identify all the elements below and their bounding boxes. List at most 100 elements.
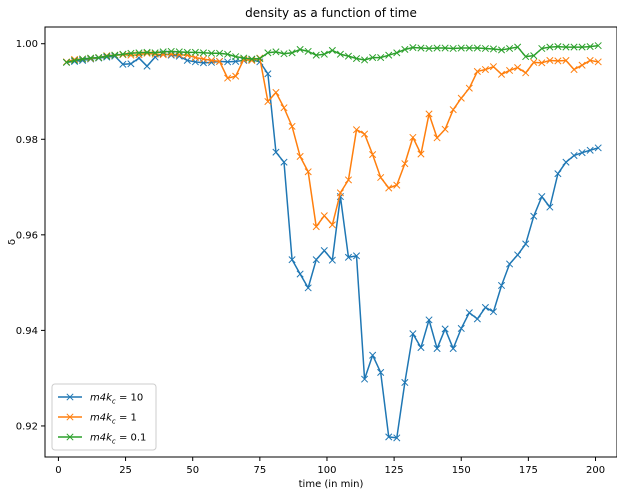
y-axis-label: δ (7, 239, 18, 245)
data-point-marker (199, 49, 207, 57)
data-point-marker (401, 45, 409, 54)
data-point-marker (119, 60, 127, 68)
data-point-marker (425, 110, 433, 118)
data-point-marker (296, 152, 304, 161)
data-point-marker (111, 51, 119, 59)
data-point-marker (361, 56, 369, 64)
data-point-marker (127, 60, 135, 68)
data-point-marker (369, 351, 377, 359)
data-point-marker (433, 344, 441, 353)
data-point-marker (361, 375, 369, 383)
data-point-marker (586, 43, 594, 51)
data-point-marker (280, 104, 288, 112)
data-point-marker (119, 50, 127, 58)
data-point-marker (385, 184, 393, 192)
data-point-marker (457, 44, 465, 52)
y-tick-label: 0.98 (16, 135, 38, 146)
legend-entry: m4kc = 10 (58, 393, 143, 406)
data-point-marker (280, 158, 288, 166)
data-point-marker (506, 66, 514, 75)
data-point-marker (497, 46, 506, 54)
data-point-marker (207, 49, 216, 57)
data-point-marker (304, 168, 312, 176)
data-point-marker (401, 160, 409, 168)
data-point-marker (264, 49, 272, 57)
x-tick-label: 50 (186, 465, 199, 476)
data-point-marker (312, 256, 320, 264)
x-tick-label: 0 (55, 465, 61, 476)
data-point-marker (578, 43, 586, 51)
data-point-marker (570, 151, 578, 160)
data-point-marker (191, 48, 199, 56)
data-point-marker (151, 49, 159, 57)
data-point-marker (506, 44, 514, 53)
data-point-marker (175, 48, 183, 56)
data-point-marker (489, 63, 498, 71)
data-point-marker (530, 52, 538, 60)
data-point-marker (481, 65, 489, 74)
chart-title: density as a function of time (245, 6, 417, 20)
data-point-marker (522, 240, 530, 248)
y-tick-label: 0.96 (16, 230, 38, 241)
y-tick-label: 1.00 (16, 39, 38, 50)
x-tick-label: 75 (253, 465, 266, 476)
data-point-marker (449, 106, 457, 114)
x-axis: 0 25 50 75 100 125 150 175 200 (55, 457, 605, 476)
data-point-marker (344, 253, 353, 261)
data-point-marker (143, 48, 151, 56)
data-point-marker (497, 281, 506, 290)
data-point-marker (433, 134, 441, 142)
data-point-marker (457, 324, 465, 333)
data-point-marker (312, 51, 320, 59)
data-point-marker (514, 251, 522, 259)
data-point-marker (288, 49, 296, 57)
data-point-marker (369, 54, 377, 62)
data-point-marker (481, 303, 489, 312)
data-point-marker (441, 125, 449, 133)
data-point-marker (506, 260, 514, 268)
data-point-marker (570, 43, 578, 51)
data-point-marker (256, 54, 264, 63)
data-point-marker (280, 50, 288, 58)
data-point-marker (562, 43, 570, 51)
data-point-marker (70, 56, 79, 64)
data-point-marker (465, 44, 473, 52)
data-point-marker (473, 315, 481, 323)
legend-label: m4kc = 0.1 (90, 433, 146, 446)
data-point-marker (199, 55, 207, 63)
data-point-marker (320, 212, 328, 220)
data-point-marker (111, 52, 119, 60)
data-point-marker (320, 50, 328, 58)
data-point-marker (441, 325, 449, 333)
legend-entry: m4kc = 0.1 (58, 433, 146, 446)
data-point-marker (232, 72, 240, 80)
data-point-marker (183, 48, 191, 56)
data-point-marker (409, 330, 417, 338)
data-point-marker (481, 44, 489, 53)
data-point-marker (570, 65, 578, 74)
x-tick-label: 200 (586, 465, 605, 476)
data-point-marker (352, 54, 361, 63)
series-layer (62, 42, 602, 442)
data-point-marker (425, 316, 433, 324)
data-point-marker (538, 193, 546, 201)
data-point-marker (224, 58, 232, 66)
data-point-marker (546, 56, 554, 64)
data-point-marker (449, 44, 457, 53)
data-point-marker (95, 54, 103, 62)
data-point-marker (79, 55, 87, 63)
data-point-marker (377, 368, 385, 376)
legend-box (51, 383, 157, 451)
data-point-marker (224, 74, 232, 82)
data-point-marker (586, 146, 594, 154)
y-axis: 0.92 0.94 0.96 0.98 1.00 (16, 39, 45, 432)
data-point-marker (457, 94, 465, 102)
data-point-marker (248, 55, 256, 63)
data-point-marker (401, 378, 409, 387)
data-point-marker (304, 47, 312, 55)
data-point-marker (328, 256, 336, 264)
data-point-marker (377, 173, 385, 182)
data-point-marker (159, 48, 167, 56)
data-point-marker (207, 56, 216, 64)
